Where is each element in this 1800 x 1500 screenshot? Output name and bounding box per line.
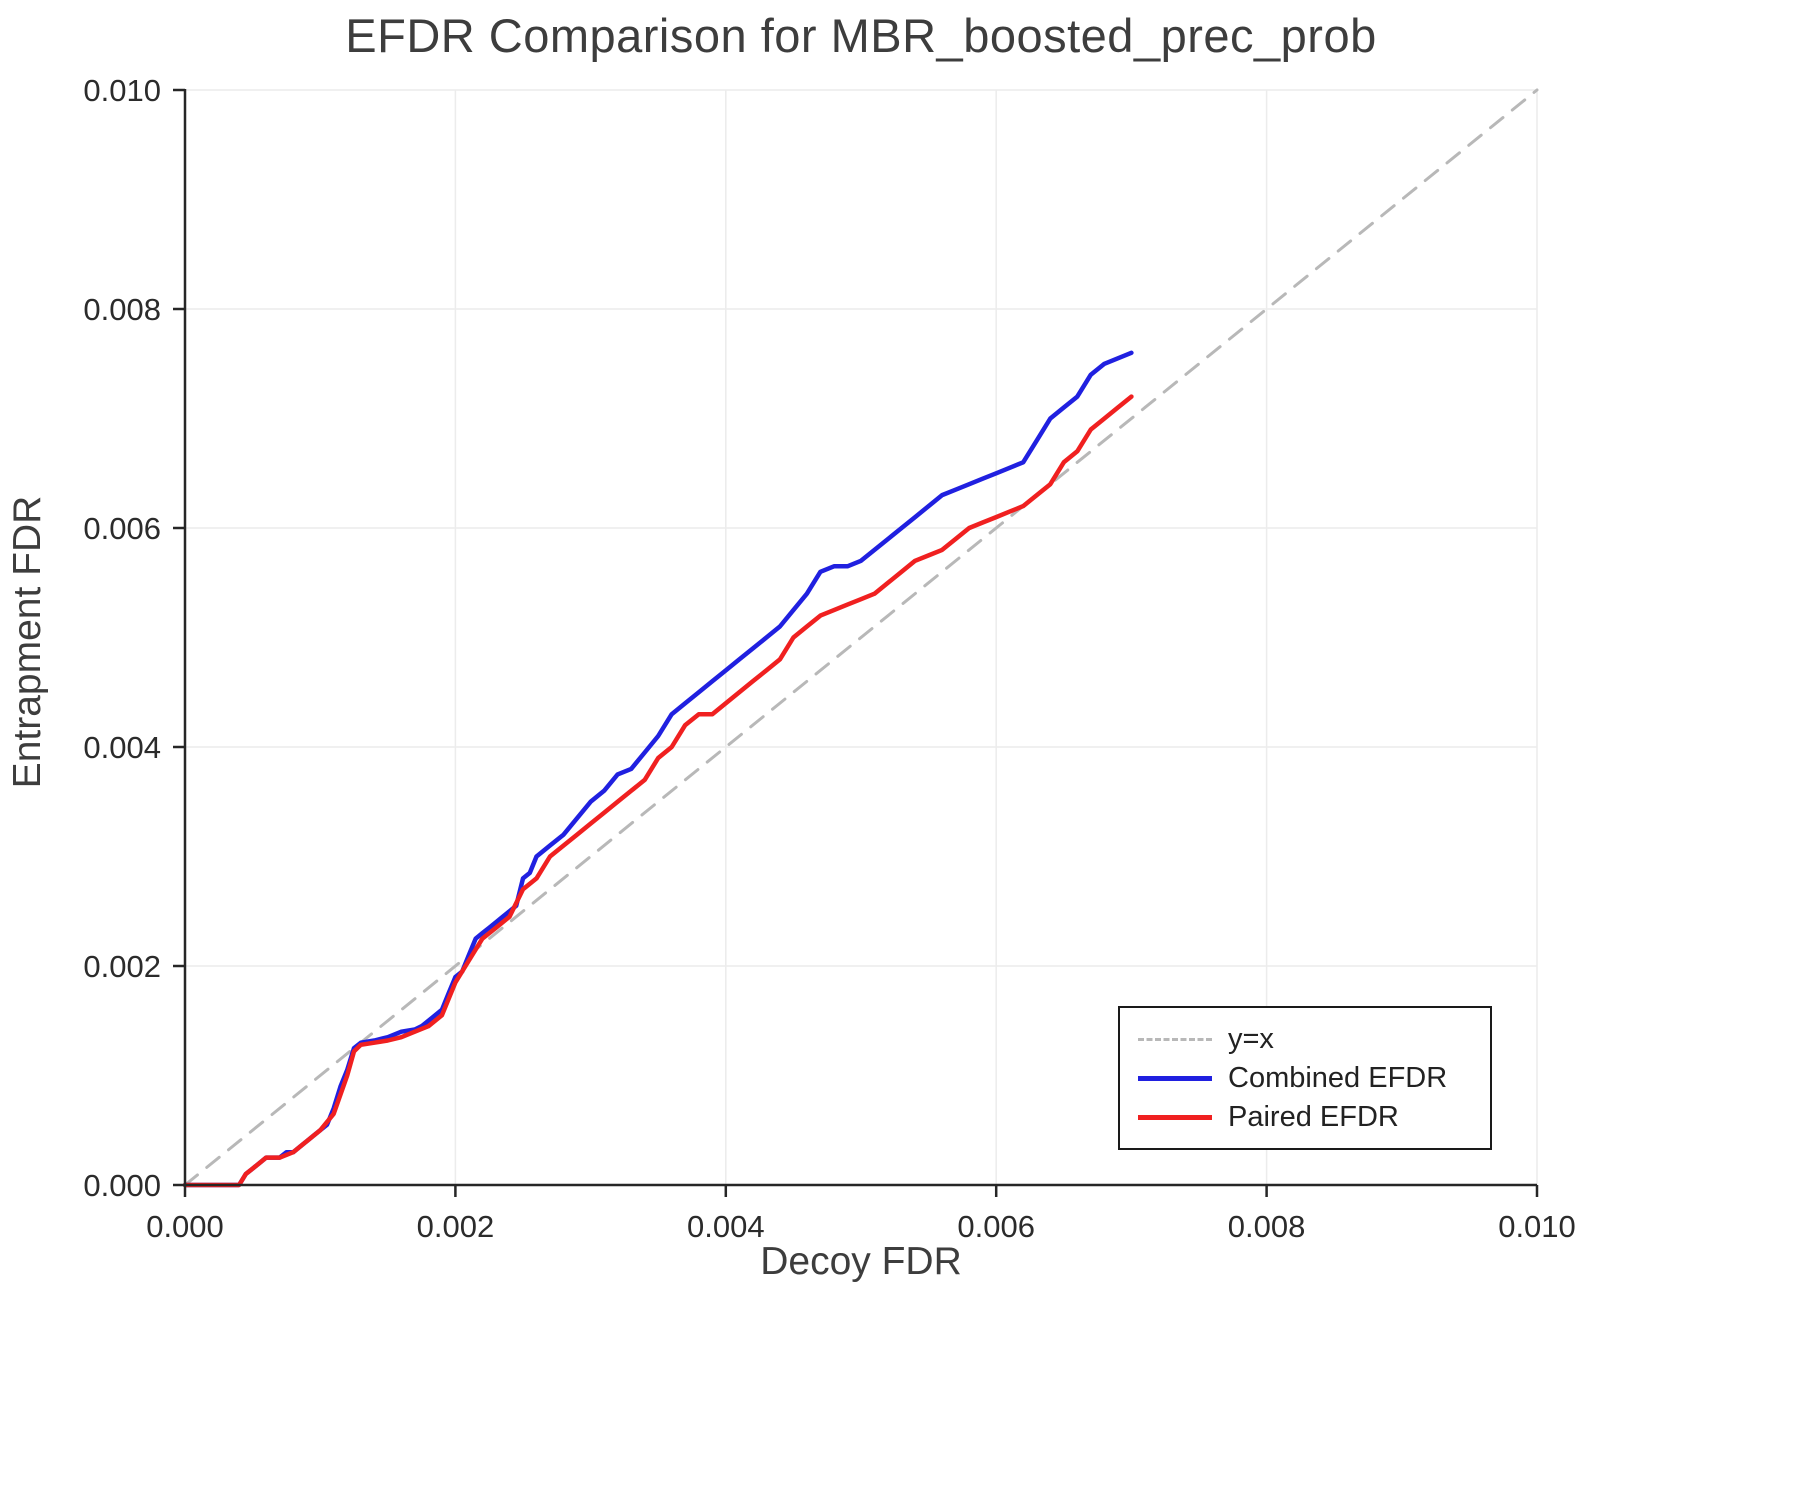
chart-title: EFDR Comparison for MBR_boosted_prec_pro…	[345, 9, 1377, 62]
x-axis-label: Decoy FDR	[760, 1240, 962, 1283]
x-tick-label: 0.006	[957, 1209, 1035, 1244]
solid-line-swatch-icon	[1138, 1075, 1212, 1081]
legend-entry-combined: Combined EFDR	[1138, 1061, 1470, 1095]
y-tick-label: 0.010	[83, 73, 161, 108]
series-combined-efdr	[182, 350, 1134, 1188]
legend-label-paired: Paired EFDR	[1228, 1100, 1399, 1133]
x-tick-label: 0.000	[146, 1209, 224, 1244]
series-y-x	[183, 88, 1539, 1187]
x-tick-label: 0.008	[1228, 1209, 1306, 1244]
tick-labels: 0.000 0.002 0.004 0.006 0.008 0.010 0.000 0.002…	[83, 73, 1575, 1244]
x-tick-label: 0.004	[687, 1209, 765, 1244]
dashed-line-swatch-icon	[1138, 1037, 1212, 1041]
solid-line-swatch-icon	[1138, 1114, 1212, 1120]
gridlines	[184, 89, 1538, 1186]
x-tick-label: 0.002	[417, 1209, 495, 1244]
legend-label-identity: y=x	[1228, 1022, 1274, 1055]
y-tick-label: 0.006	[83, 511, 161, 546]
y-tick-label: 0.008	[83, 292, 161, 327]
y-tick-label: 0.002	[83, 949, 161, 984]
axis-spines	[183, 89, 1537, 1187]
legend-label-combined: Combined EFDR	[1228, 1061, 1448, 1094]
legend-entry-identity: y=x	[1138, 1022, 1470, 1056]
y-tick-label: 0.000	[83, 1168, 161, 1203]
legend: y=x Combined EFDR Paired EFDR	[1118, 1006, 1492, 1150]
x-tick-label: 0.010	[1498, 1209, 1576, 1244]
series-paired-efdr	[182, 394, 1134, 1188]
y-axis-label: Entrapment FDR	[6, 495, 49, 789]
y-tick-label: 0.004	[83, 730, 161, 765]
legend-entry-paired: Paired EFDR	[1138, 1100, 1470, 1134]
